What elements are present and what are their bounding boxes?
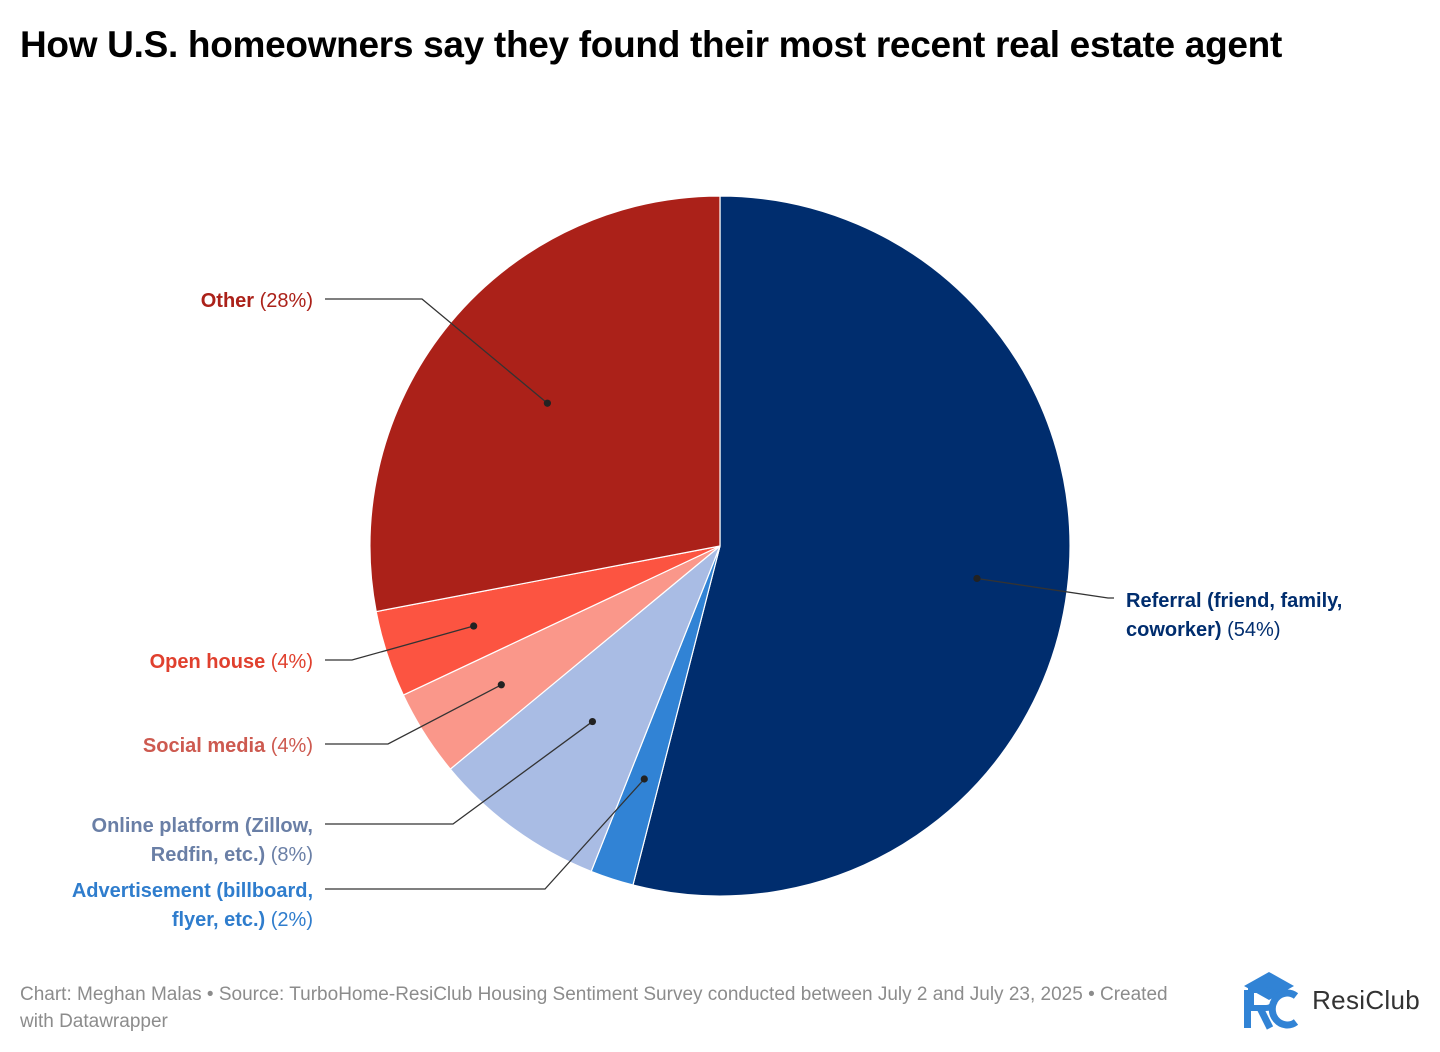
- chart-footer: Chart: Meghan Malas • Source: TurboHome-…: [20, 984, 1168, 1032]
- slice-label-0-line-0: Referral (friend, family,: [1126, 590, 1342, 612]
- slice-value-label-1: (2%): [265, 909, 313, 931]
- slice-value-label-3: (4%): [265, 735, 313, 757]
- slice-label-3-line-0: Social media (4%): [143, 735, 313, 757]
- pie-slice-0[interactable]: [632, 195, 1071, 897]
- slice-value-label-5: (28%): [254, 290, 313, 312]
- leader-line-3: [325, 684, 502, 745]
- resiclub-rc-logo-icon: [1244, 972, 1299, 1030]
- slice-label-1-line-1: flyer, etc.) (2%): [172, 909, 313, 931]
- chart-title: How U.S. homeowners say they found their…: [20, 24, 1282, 65]
- leader-line-0: [976, 577, 1114, 599]
- leader-dot-2: [588, 717, 597, 726]
- leader-dot-0: [973, 574, 981, 583]
- pie-slices: [369, 195, 1071, 897]
- slice-label-0-line-1: coworker) (54%): [1126, 619, 1281, 641]
- slice-value-label-4: (4%): [265, 651, 313, 673]
- slice-label-5-line-0: Other (28%): [201, 290, 313, 312]
- leader-dot-5: [543, 399, 552, 407]
- leader-line-5: [325, 298, 548, 404]
- leader-line-2: [325, 721, 593, 825]
- leader-line-1: [325, 778, 645, 890]
- leader-line-4: [325, 625, 474, 661]
- leader-dot-4: [470, 622, 478, 630]
- leader-dot-1: [640, 775, 648, 783]
- label-leader-lines: [325, 298, 1114, 890]
- leader-dot-3: [497, 681, 505, 689]
- slice-label-2-line-1: Redfin, etc.) (8%): [151, 844, 313, 866]
- slice-label-4-line-0: Open house (4%): [150, 651, 313, 673]
- slice-value-label-2: (8%): [265, 844, 313, 866]
- pie-chart: Referral (friend, family, coworker) (54%)…: [72, 195, 1343, 931]
- resiclub-logo[interactable]: ResiClub: [1240, 970, 1420, 1030]
- slice-value-label-0: (54%): [1222, 619, 1281, 641]
- logo-text: ResiClub: [1312, 984, 1420, 1015]
- pie-slice-2[interactable]: [449, 545, 721, 873]
- slice-label-2-line-0: Online platform (Zillow,: [92, 815, 313, 837]
- slice-labels: Referral (friend, family, coworker) (54%)…: [72, 290, 1343, 931]
- slice-label-1-line-0: Advertisement (billboard,: [72, 880, 313, 902]
